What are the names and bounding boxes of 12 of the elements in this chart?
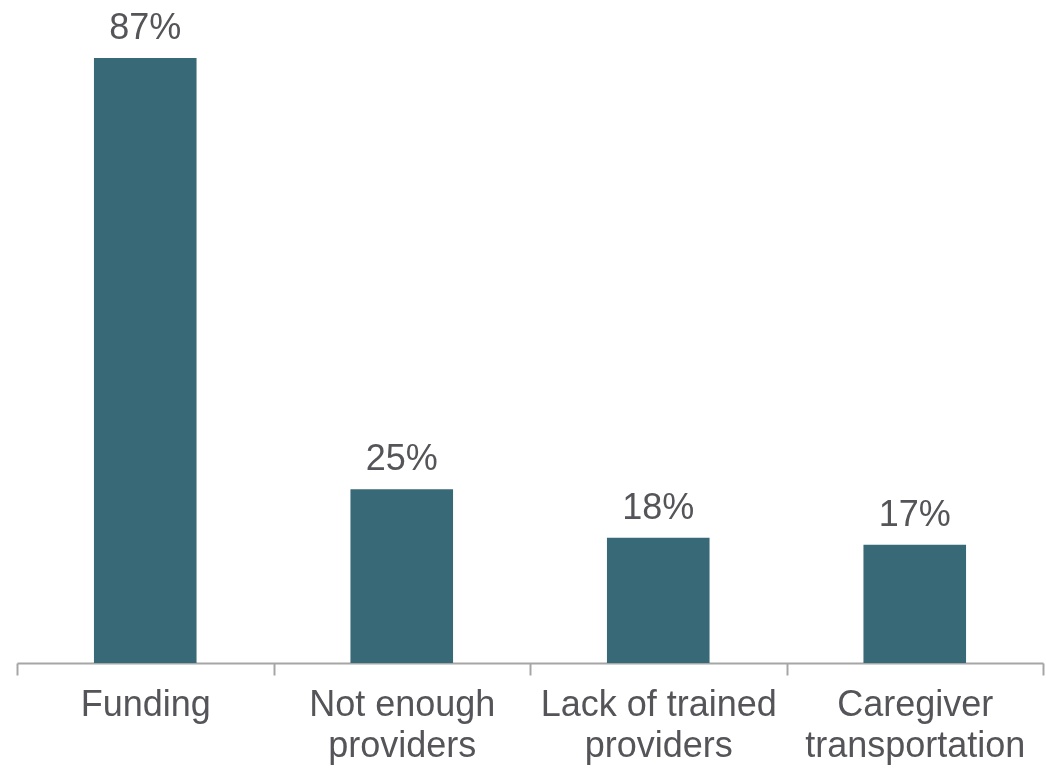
bar [350,489,454,663]
x-tick-label: Not enough providers [309,682,496,765]
data-label: 17% [878,492,951,534]
bar [863,544,967,663]
x-tick-label: Caregiver transportation [805,682,1026,765]
data-label: 25% [365,437,438,479]
data-label: 87% [109,6,182,47]
data-label: 18% [622,485,695,527]
x-tick-label: Funding [80,682,211,724]
bar [606,537,710,663]
x-tick-label: Lack of trained providers [540,682,777,765]
bar [93,58,197,663]
